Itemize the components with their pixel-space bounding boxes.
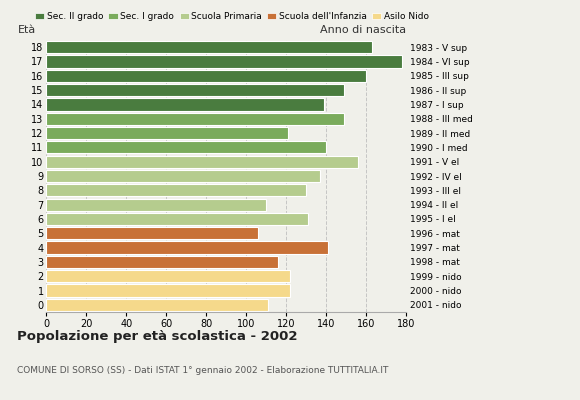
Bar [46,184,306,196]
Text: COMUNE DI SORSO (SS) - Dati ISTAT 1° gennaio 2002 - Elaborazione TUTTITALIA.IT: COMUNE DI SORSO (SS) - Dati ISTAT 1° gen… [17,366,389,375]
Bar [46,127,288,139]
Bar [46,270,290,282]
Bar [46,141,326,154]
Bar [46,170,320,182]
Bar [46,256,278,268]
Legend: Sec. II grado, Sec. I grado, Scuola Primaria, Scuola dell'Infanzia, Asilo Nido: Sec. II grado, Sec. I grado, Scuola Prim… [31,8,433,25]
Text: Popolazione per età scolastica - 2002: Popolazione per età scolastica - 2002 [17,330,298,343]
Bar [46,213,308,225]
Bar [46,84,344,96]
Bar [46,227,258,239]
Bar [46,156,358,168]
Bar [46,113,344,125]
Bar [46,198,266,211]
Bar [46,242,328,254]
Text: Anno di nascita: Anno di nascita [320,24,406,34]
Bar [46,284,290,297]
Bar [46,41,372,53]
Bar [46,98,324,110]
Bar [46,70,366,82]
Text: Età: Età [17,24,36,34]
Bar [46,55,402,68]
Bar [46,299,268,311]
